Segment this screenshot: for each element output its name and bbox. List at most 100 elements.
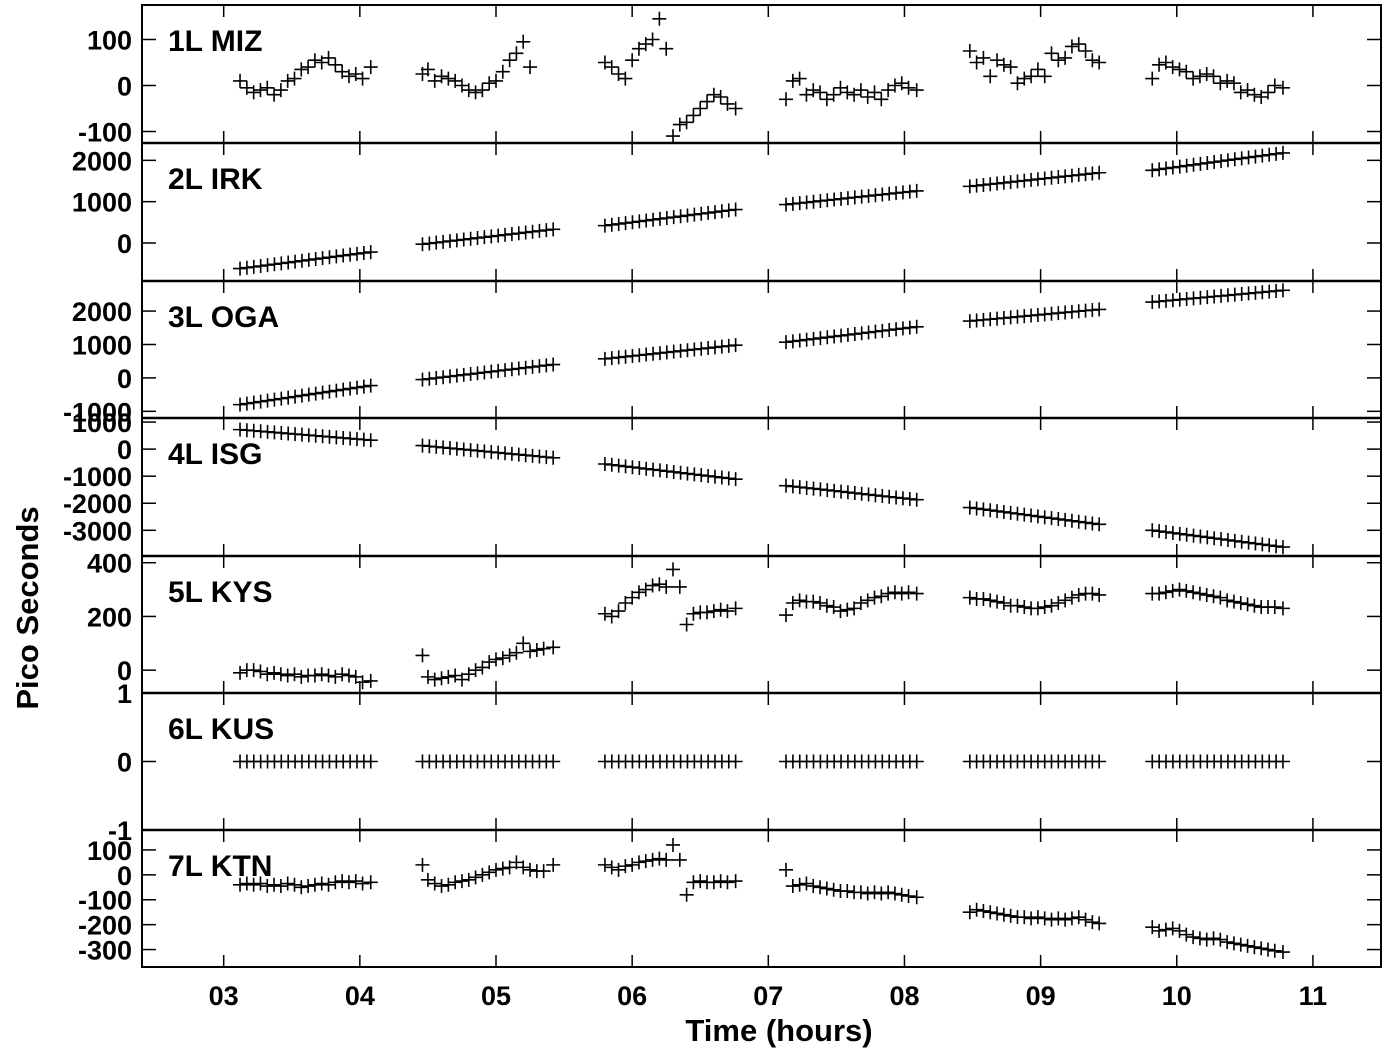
data-point [1220,935,1235,950]
data-point [706,604,721,619]
data-point [847,327,862,342]
data-point [356,245,371,260]
data-point [495,651,510,666]
data-point [301,879,316,894]
y-tick-label: 0 [117,435,132,465]
x-tick-label: 03 [209,981,239,1011]
data-point [720,604,735,619]
data-point [420,872,435,887]
data-point [427,876,442,891]
data-point [1262,147,1277,162]
data-point [468,870,483,885]
data-point [806,594,821,609]
data-point [274,256,289,271]
data-point [631,855,646,870]
data-point [287,877,302,892]
data-point [1226,76,1241,91]
data-point [881,586,896,601]
data-point [307,668,322,683]
data-point [1193,529,1208,544]
data-point [1186,71,1201,86]
data-point [813,596,828,611]
data-point [1152,923,1167,938]
y-tick-label: -2000 [63,489,132,519]
data-point [853,885,868,900]
data-point [495,64,510,79]
data-point [679,617,694,632]
data-point [618,859,633,874]
data-point [618,71,633,86]
data-point [253,83,268,98]
data-point [267,257,282,272]
data-point [233,877,248,892]
panel-label: 1L MIZ [168,25,262,58]
data-point [1199,67,1214,81]
data-point [1030,62,1045,77]
data-point [294,253,309,268]
data-point [516,34,531,49]
data-point [441,877,456,892]
data-point [1241,535,1256,550]
data-point [632,214,647,229]
data-point [1248,536,1263,551]
x-tick-label: 06 [617,981,647,1011]
data-point [502,53,517,68]
data-point [785,334,800,349]
y-tick-label: -100 [78,118,132,148]
y-tick-label: 0 [117,748,132,778]
data-point [489,73,503,88]
data-point [1078,44,1093,58]
data-point [645,32,660,47]
data-point [638,854,653,869]
data-point [1165,525,1180,540]
data-point [516,636,531,651]
data-point [1207,155,1222,170]
data-point [1267,600,1282,615]
data-point [233,261,248,276]
data-point [707,205,722,220]
data-point [659,211,674,226]
data-point [420,669,435,684]
data-point [652,211,667,226]
data-point [1064,39,1079,54]
data-point [1092,302,1107,317]
data-point [1213,76,1228,91]
data-point [1275,145,1290,160]
data-point [246,395,261,410]
data-point [909,183,924,198]
data-point [604,217,619,232]
data-point [1024,508,1039,523]
data-point [867,590,882,605]
data-point [1186,157,1201,172]
data-point [1275,601,1290,616]
data-point [672,852,687,867]
data-point [666,210,681,225]
data-point [1248,149,1263,164]
data-point [1220,73,1235,88]
data-point [328,669,343,684]
data-point [840,85,855,100]
data-point [1158,585,1173,600]
data-point [1179,158,1194,173]
x-axis-title: Time (hours) [685,1013,872,1048]
data-point [363,673,378,688]
data-point [363,754,378,769]
data-point [1085,53,1100,68]
data-point [546,450,561,465]
data-point [363,245,378,260]
data-point [1003,908,1018,923]
data-point [901,889,916,904]
data-point [434,671,449,686]
data-point [826,87,841,102]
data-point [792,71,807,86]
y-tick-label: 0 [117,72,132,102]
data-point [1071,587,1086,602]
data-point [1275,945,1290,960]
y-tick-label: 1000 [72,330,132,360]
data-point [328,57,343,72]
data-point [314,876,329,891]
data-point [894,586,909,601]
data-point [441,669,456,684]
data-point [976,591,991,606]
data-point [728,472,743,487]
